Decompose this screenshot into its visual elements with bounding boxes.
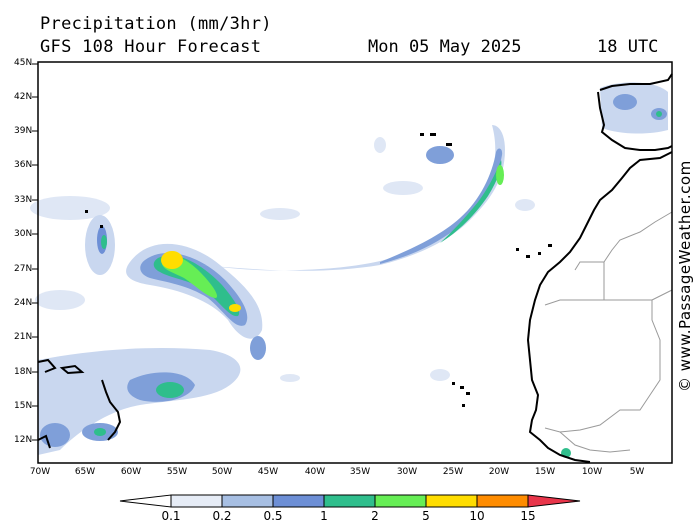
lon-label: 20W <box>488 467 510 477</box>
lon-label: 70W <box>29 467 51 477</box>
colorbar-label: 2 <box>371 509 379 523</box>
forecast-date: Mon 05 May 2025 <box>368 37 522 57</box>
lon-label: 60W <box>120 467 142 477</box>
lat-label: 36N <box>14 160 33 170</box>
lat-label: 24N <box>14 298 33 308</box>
colorbar-label: 10 <box>469 509 485 523</box>
lon-label: 35W <box>349 467 371 477</box>
lon-label: 55W <box>166 467 188 477</box>
lat-label: 42N <box>14 92 33 102</box>
lon-label: 40W <box>304 467 326 477</box>
lon-label: 10W <box>581 467 603 477</box>
colorbar-label: 0.2 <box>212 509 232 523</box>
map-title: Precipitation (mm/3hr) <box>40 14 272 34</box>
lon-label: 50W <box>211 467 233 477</box>
colorbar-label: 1 <box>320 509 328 523</box>
colorbar-label: 0.5 <box>263 509 283 523</box>
lat-label: 30N <box>14 229 33 239</box>
lat-label: 21N <box>14 332 33 342</box>
lat-label: 33N <box>14 195 33 205</box>
colorbar-label: 15 <box>520 509 536 523</box>
lat-label: 18N <box>14 367 33 377</box>
site-credit: © www.PassageWeather.com <box>676 160 694 392</box>
coastlines <box>37 73 673 463</box>
lon-label: 65W <box>74 467 96 477</box>
lon-label: 45W <box>257 467 279 477</box>
lat-label: 39N <box>14 126 33 136</box>
country-borders <box>544 211 673 453</box>
forecast-subtitle: GFS 108 Hour Forecast <box>40 37 262 57</box>
lon-label: 30W <box>396 467 418 477</box>
lon-label: 25W <box>442 467 464 477</box>
lat-label: 15N <box>14 401 33 411</box>
colorbar-label: 0.1 <box>161 509 181 523</box>
lon-label: 5W <box>629 467 645 477</box>
lon-label: 15W <box>534 467 556 477</box>
forecast-time: 18 UTC <box>597 37 659 57</box>
colorbar <box>119 494 581 508</box>
lat-label: 27N <box>14 264 33 274</box>
map-frame <box>37 61 673 464</box>
lat-label: 12N <box>14 435 33 445</box>
lat-label: 45N <box>14 58 33 68</box>
colorbar-label: 5 <box>422 509 430 523</box>
precipitation-field <box>30 82 668 458</box>
